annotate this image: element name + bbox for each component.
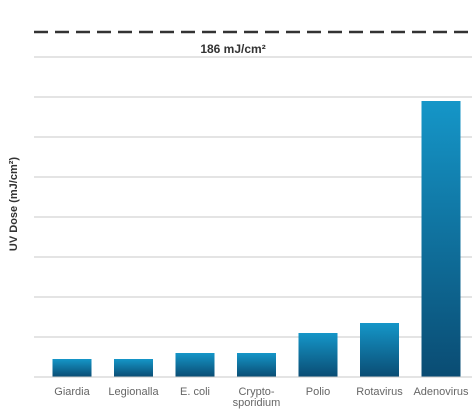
bar bbox=[52, 359, 92, 377]
bar bbox=[237, 353, 276, 377]
bars bbox=[52, 101, 461, 377]
x-tick-label: Legionalla bbox=[108, 386, 159, 398]
bar bbox=[114, 359, 153, 377]
reference-line-group: 186 mJ/cm² bbox=[34, 30, 472, 56]
x-tick-label: Giardia bbox=[54, 386, 90, 398]
bar bbox=[175, 353, 215, 377]
y-axis-title: UV Dose (mJ/cm²) bbox=[8, 157, 20, 251]
bar bbox=[360, 323, 399, 377]
category-labels: Giardia Legionalla E. coli Crypto-sporidium… bbox=[54, 386, 469, 409]
x-tick-label: E. coli bbox=[180, 386, 210, 398]
x-tick-label: Crypto- bbox=[238, 386, 274, 398]
gridlines bbox=[34, 56, 472, 338]
x-tick-label: Polio bbox=[306, 386, 330, 398]
reference-line-label: 186 mJ/cm² bbox=[200, 42, 265, 56]
bar bbox=[421, 101, 461, 377]
bar bbox=[298, 333, 338, 377]
x-tick-label: sporidium bbox=[233, 397, 281, 409]
x-tick-label: Adenovirus bbox=[413, 386, 469, 398]
x-tick-label: Rotavirus bbox=[356, 386, 403, 398]
